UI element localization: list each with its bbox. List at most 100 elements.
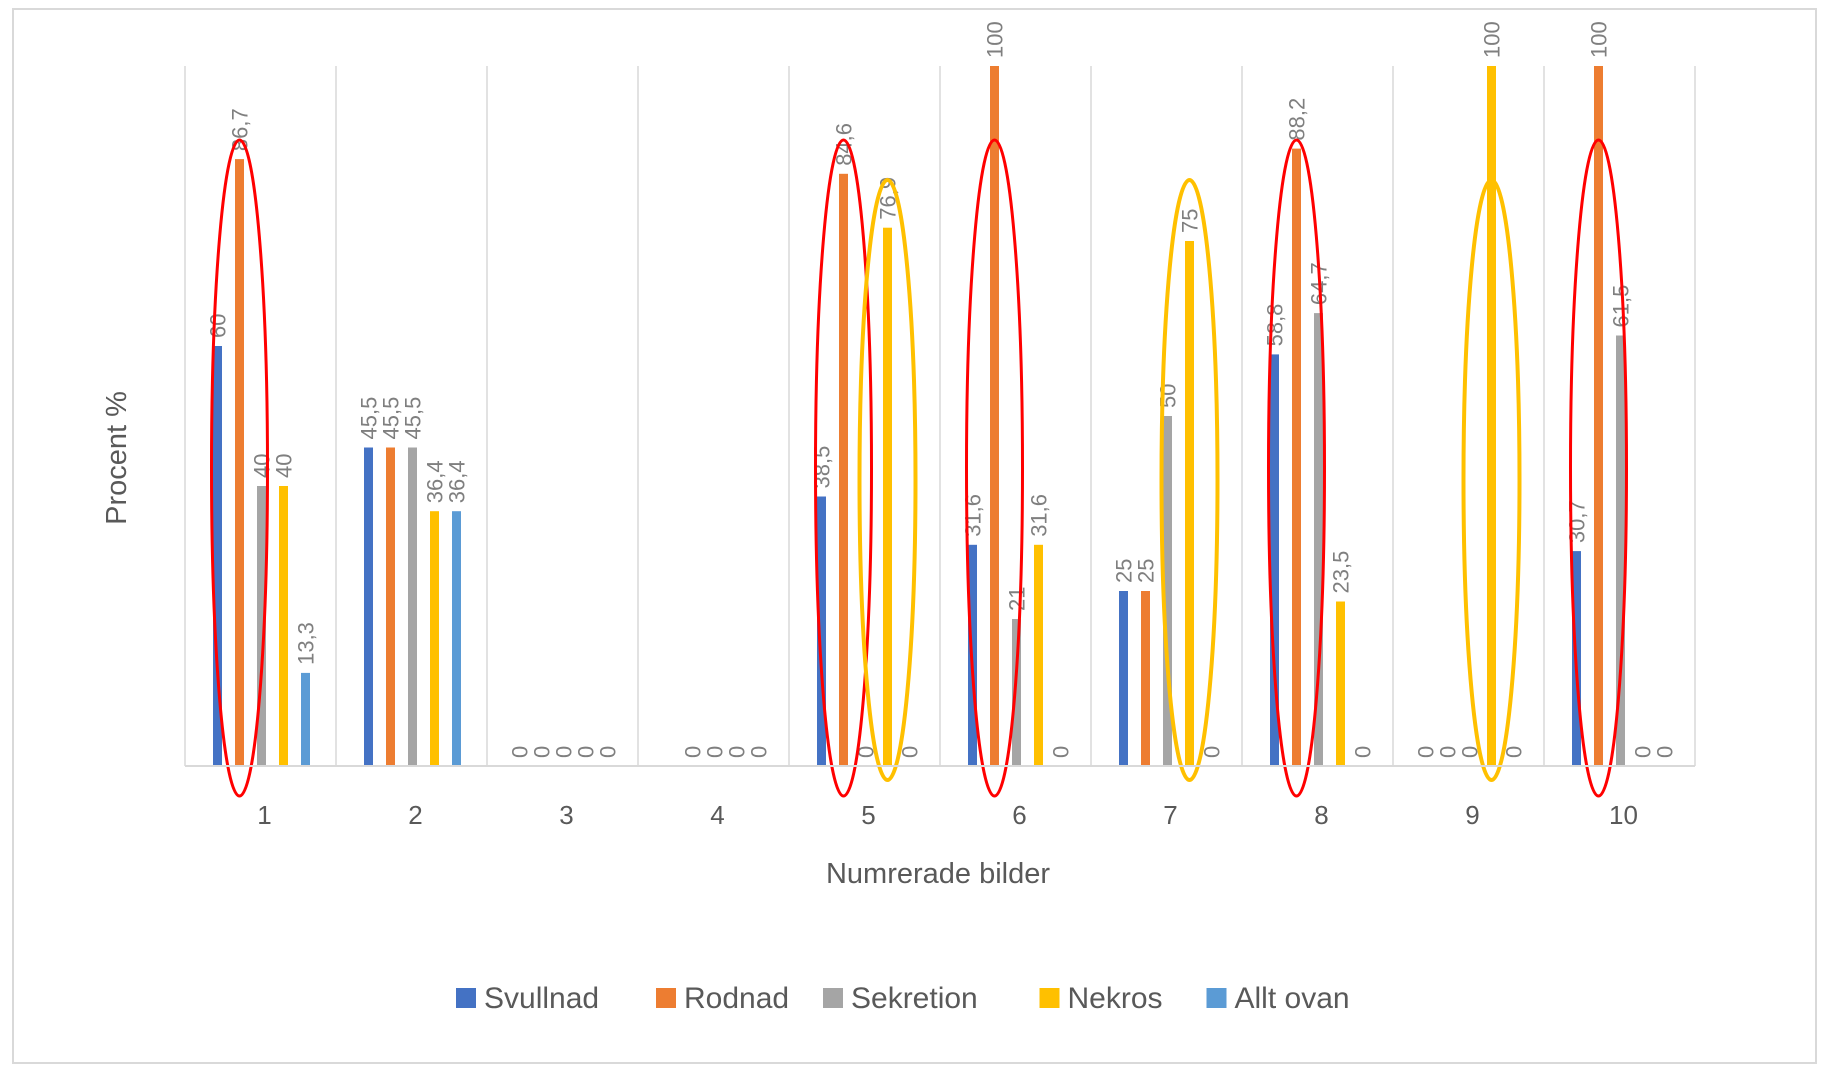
data-label: 45,5 — [401, 397, 426, 440]
x-axis-title: Numrerade bilder — [826, 858, 1050, 890]
x-tick-label: 9 — [1465, 800, 1479, 830]
data-label: 0 — [1414, 746, 1439, 758]
bar-rodnad-1 — [235, 159, 244, 767]
bar-nekros-6 — [1034, 544, 1043, 766]
data-label: 0 — [1351, 746, 1376, 758]
bar-nekros-8 — [1336, 601, 1345, 766]
bar-sekretion-8 — [1314, 313, 1323, 766]
data-label: 0 — [1049, 746, 1074, 758]
red-highlight-ellipse — [965, 138, 1024, 798]
data-label: 23,5 — [1329, 551, 1354, 594]
x-tick-label: 4 — [710, 800, 724, 830]
bar-allt-ovan-1 — [301, 672, 310, 766]
bar-nekros-2 — [430, 511, 439, 766]
legend-label: Sekretion — [851, 982, 978, 1015]
category-gridlines — [184, 66, 1696, 766]
data-label: 100 — [1587, 21, 1612, 58]
data-label: 0 — [703, 746, 728, 758]
x-tick-label: 5 — [861, 800, 875, 830]
data-label: 13,3 — [294, 622, 319, 665]
data-label: 45,5 — [357, 397, 382, 440]
x-tick-label: 10 — [1609, 800, 1638, 830]
data-label: 88,2 — [1285, 98, 1310, 141]
data-label: 25 — [1134, 559, 1159, 583]
legend: Svullnad Rodnad Sekretion Nekros Allt ovan — [456, 982, 1350, 1015]
data-label: 0 — [747, 746, 772, 758]
bar-rodnad-5 — [839, 173, 848, 767]
bar-nekros-7 — [1185, 241, 1194, 766]
bar-sekretion-1 — [257, 486, 266, 766]
bar-sekretion-7 — [1163, 416, 1172, 766]
bar-rodnad-10 — [1594, 66, 1603, 766]
bar-sekretion-6 — [1012, 619, 1021, 766]
x-tick-label: 7 — [1163, 800, 1177, 830]
bar-nekros-5 — [883, 227, 892, 766]
x-tick-label: 6 — [1012, 800, 1026, 830]
bar-nekros-1 — [279, 486, 288, 766]
data-label: 21 — [1005, 587, 1030, 611]
bar-allt-ovan-2 — [452, 511, 461, 766]
bar-sekretion-10 — [1616, 335, 1625, 766]
data-label: 0 — [854, 746, 879, 758]
data-label: 36,4 — [423, 460, 448, 503]
legend-label: Allt ovan — [1235, 982, 1350, 1015]
legend-swatch-nekros — [1039, 988, 1060, 1008]
bar-svullnad-8 — [1270, 354, 1279, 766]
bar-rodnad-7 — [1141, 591, 1150, 766]
x-tick-label: 3 — [559, 800, 573, 830]
data-label: 0 — [530, 746, 555, 758]
bar-svullnad-7 — [1119, 591, 1128, 766]
bar-rodnad-2 — [386, 447, 395, 766]
data-label: 45,5 — [379, 397, 404, 440]
bar-rodnad-8 — [1292, 148, 1301, 767]
legend-swatch-sekretion — [823, 988, 843, 1008]
yellow-highlight-ellipse — [857, 178, 918, 782]
data-label: 0 — [574, 746, 599, 758]
legend-label: Nekros — [1068, 982, 1163, 1015]
data-label: 31,6 — [1027, 494, 1052, 537]
x-tick-label: 1 — [257, 800, 271, 830]
bar-rodnad-6 — [990, 66, 999, 766]
red-highlight-ellipse — [1267, 138, 1326, 798]
data-label: 0 — [596, 746, 621, 758]
data-label: 36,4 — [445, 460, 470, 503]
data-label: 40 — [250, 454, 275, 478]
data-label: 0 — [681, 746, 706, 758]
highlight-ellipses-group — [210, 138, 1628, 798]
y-axis-title: Procent % — [101, 391, 133, 525]
data-label: 25 — [1112, 559, 1137, 583]
data-label: 75 — [1178, 209, 1203, 233]
bar-nekros-9 — [1487, 66, 1496, 766]
bar-svullnad-5 — [817, 496, 826, 766]
data-label: 0 — [1631, 746, 1656, 758]
legend-swatch-rodnad — [656, 988, 676, 1008]
data-label: 0 — [898, 746, 923, 758]
data-label: 38,5 — [810, 446, 835, 489]
data-label: 0 — [508, 746, 533, 758]
data-label: 100 — [983, 21, 1008, 58]
data-label: 31,6 — [961, 494, 986, 537]
data-label: 30,7 — [1565, 500, 1590, 543]
data-label: 60 — [206, 314, 231, 338]
x-tick-labels: 1 2 3 4 5 6 7 8 9 10 — [257, 800, 1638, 830]
data-label: 0 — [1200, 746, 1225, 758]
red-highlight-ellipse — [210, 138, 269, 798]
data-label: 86,7 — [228, 108, 253, 151]
data-label: 0 — [552, 746, 577, 758]
data-label: 50 — [1156, 384, 1181, 408]
data-label: 100 — [1480, 21, 1505, 58]
data-label: 58,8 — [1263, 304, 1288, 347]
data-label: 40 — [272, 454, 297, 478]
data-label: 0 — [1436, 746, 1461, 758]
legend-swatch-svullnad — [456, 988, 476, 1008]
x-tick-label: 8 — [1314, 800, 1328, 830]
data-label: 0 — [1653, 746, 1678, 758]
bar-svullnad-2 — [364, 447, 373, 766]
bar-svullnad-1 — [213, 346, 222, 766]
red-highlight-ellipse — [1569, 138, 1628, 798]
x-tick-label: 2 — [408, 800, 422, 830]
yellow-highlight-ellipse — [1461, 178, 1522, 782]
legend-label: Rodnad — [684, 982, 789, 1015]
data-label: 0 — [725, 746, 750, 758]
